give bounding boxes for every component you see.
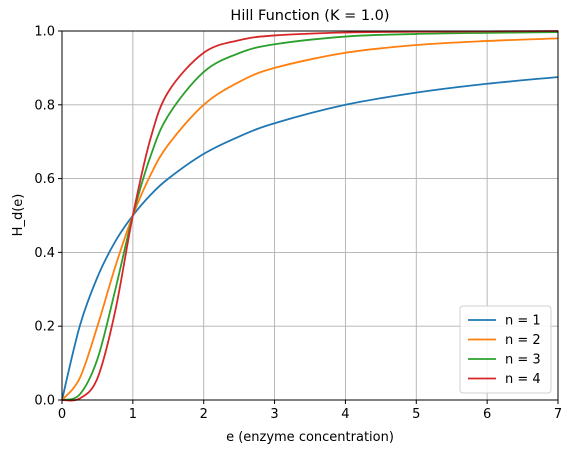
x-tick-label: 1 xyxy=(129,407,137,422)
legend-entry-label: n = 1 xyxy=(505,314,541,329)
y-tick-label: 0.4 xyxy=(34,246,55,261)
legend-box xyxy=(459,305,552,394)
y-tick-label: 0.8 xyxy=(34,98,55,113)
x-tick-label: 7 xyxy=(554,407,562,422)
legend-entry-label: n = 2 xyxy=(505,333,541,348)
legend-entry-label: n = 4 xyxy=(505,372,541,387)
plot-frame xyxy=(61,30,559,401)
axis-ticks: 0 1 2 3 4 5 6 7 0.0 0.2 0.4 0.6 0.8 1.0 xyxy=(34,25,562,423)
series-line-n1 xyxy=(61,76,559,401)
x-tick-label: 0 xyxy=(58,407,66,422)
x-axis-label: e (enzyme concentration) xyxy=(226,430,394,445)
x-tick-label: 4 xyxy=(341,407,349,422)
y-tick-label: 0.0 xyxy=(34,394,55,409)
series-line-n3 xyxy=(61,31,559,401)
y-tick-label: 0.6 xyxy=(34,172,55,187)
x-tick-label: 2 xyxy=(200,407,208,422)
chart-title: Hill Function (K = 1.0) xyxy=(230,8,389,24)
x-tick-label: 5 xyxy=(412,407,420,422)
y-axis-label: H_d(e) xyxy=(11,194,26,237)
legend: n = 1 n = 2 n = 3 n = 4 xyxy=(459,305,552,394)
y-tick-label: 0.2 xyxy=(34,320,55,335)
plot-series xyxy=(61,30,559,402)
series-line-n2 xyxy=(61,37,559,401)
y-tick-label: 1.0 xyxy=(34,25,55,40)
x-tick-label: 6 xyxy=(483,407,491,422)
x-tick-label: 3 xyxy=(270,407,278,422)
legend-entry-label: n = 3 xyxy=(505,353,541,368)
series-line-n4 xyxy=(61,30,559,402)
